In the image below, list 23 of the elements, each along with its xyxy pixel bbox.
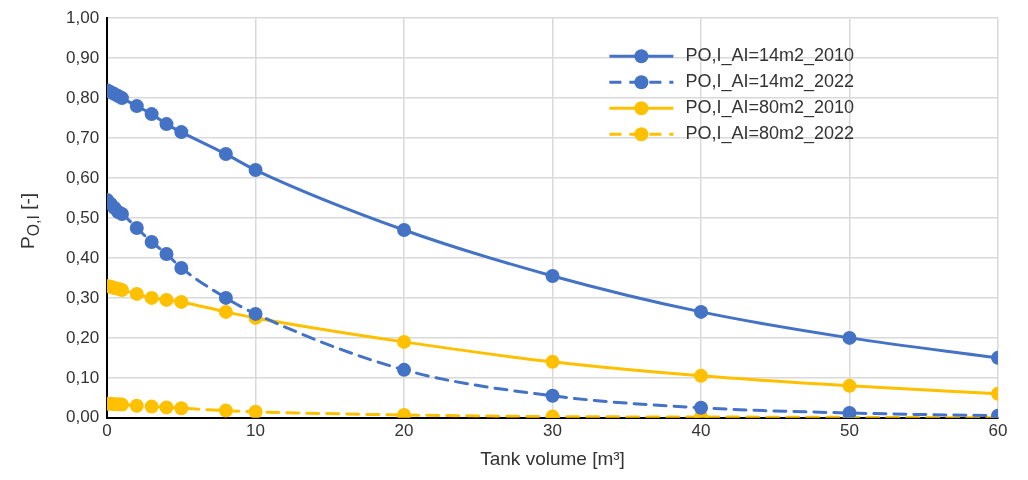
y-tick-label: 0,50 [65, 207, 100, 227]
y-tick-label: 0,30 [65, 287, 100, 307]
y-tick-label: 0,60 [65, 167, 100, 187]
legend-label: PO,I_AI=80m2_2022 [685, 123, 855, 145]
legend-label: PO,I_AI=14m2_2010 [685, 45, 855, 67]
x-tick-label: 0 [102, 420, 112, 440]
y-tick-label: 0,70 [65, 127, 100, 147]
x-axis-title: Tank volume [m³] [480, 447, 625, 469]
x-tick-label: 60 [988, 420, 1008, 440]
y-tick-label: 0,90 [65, 47, 100, 67]
y-tick-label: 0,40 [65, 247, 100, 267]
x-tick-label: 40 [691, 420, 711, 440]
legend-label: PO,I_AI=14m2_2022 [685, 71, 855, 93]
y-tick-label: 0,00 [65, 407, 100, 427]
y-tick-label: 0,10 [65, 367, 100, 387]
y-tick-label: 0,20 [65, 327, 100, 347]
legend-label: PO,I_AI=80m2_2010 [685, 97, 855, 119]
x-tick-label: 20 [394, 420, 414, 440]
y-tick-label: 0,80 [65, 87, 100, 107]
y-tick-label: 1,00 [65, 7, 100, 27]
x-tick-label: 10 [246, 420, 266, 440]
x-tick-label: 50 [840, 420, 859, 440]
x-tick-label: 30 [543, 420, 562, 440]
